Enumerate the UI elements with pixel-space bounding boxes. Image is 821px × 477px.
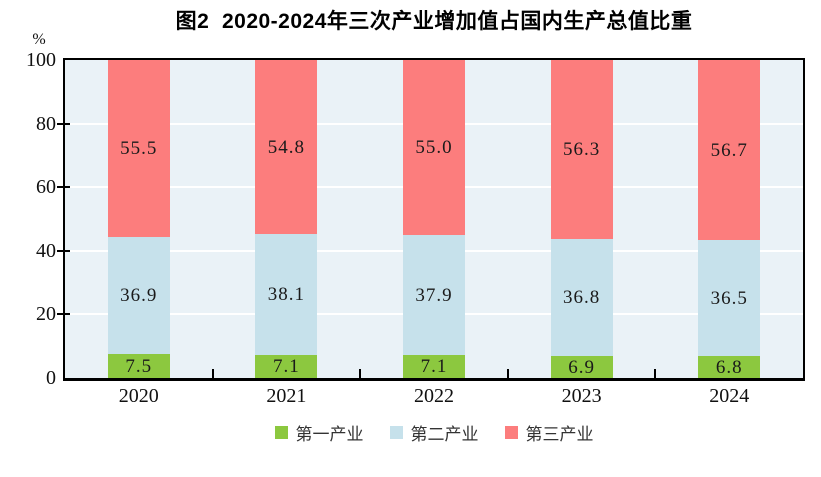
x-axis-tick bbox=[654, 369, 657, 378]
y-axis-tick bbox=[57, 122, 70, 125]
bar-segment-2024-secondary: 36.5 bbox=[698, 240, 761, 357]
y-axis-tick bbox=[57, 186, 70, 189]
legend-item-primary: 第一产业 bbox=[274, 420, 364, 445]
legend-item-tertiary: 第三产业 bbox=[504, 420, 594, 445]
y-axis-tick-label: 60 bbox=[36, 176, 56, 199]
bar-value-label: 38.1 bbox=[267, 284, 306, 306]
x-axis-tick-label: 2021 bbox=[266, 385, 307, 407]
bar-value-label: 6.9 bbox=[568, 356, 595, 378]
x-axis-tick bbox=[506, 369, 509, 378]
chart-title: 图2 2020-2024年三次产业增加值占国内生产总值比重 bbox=[175, 10, 693, 33]
x-axis-tick-label: 2020 bbox=[118, 385, 159, 407]
bar-value-label: 55.5 bbox=[120, 138, 158, 160]
legend-swatch bbox=[504, 426, 518, 439]
x-axis-tick-label: 2024 bbox=[709, 385, 750, 407]
bar-segment-2022-secondary: 37.9 bbox=[403, 234, 465, 356]
bar-value-label: 36.8 bbox=[562, 287, 601, 309]
y-axis-tick-label: 20 bbox=[36, 303, 56, 326]
y-axis-tick bbox=[57, 249, 70, 252]
bar-value-label: 6.8 bbox=[715, 356, 743, 378]
legend: 第一产业 第二产业 第三产业 bbox=[63, 420, 805, 445]
bar-segment-2024-primary: 6.8 bbox=[698, 356, 761, 378]
bar-segment-2020-secondary: 36.9 bbox=[107, 236, 170, 355]
bar-segment-2022-tertiary: 55.0 bbox=[403, 60, 465, 235]
bar-value-label: 7.5 bbox=[125, 355, 153, 377]
bar-value-label: 7.1 bbox=[273, 356, 300, 378]
legend-swatch bbox=[389, 426, 403, 439]
bar-value-label: 7.1 bbox=[420, 356, 448, 378]
bar-segment-2021-primary: 7.1 bbox=[255, 355, 318, 378]
bar-value-label: 56.7 bbox=[710, 139, 748, 161]
bar-value-label: 55.0 bbox=[415, 136, 453, 158]
bar-segment-2024-tertiary: 56.7 bbox=[698, 60, 761, 241]
legend-label: 第三产业 bbox=[525, 425, 594, 444]
y-axis-tick bbox=[57, 313, 70, 316]
bar-value-label: 54.8 bbox=[267, 136, 306, 158]
legend-item-secondary: 第二产业 bbox=[389, 420, 479, 445]
bar-value-label: 37.9 bbox=[415, 284, 453, 306]
x-axis-tick-label: 2022 bbox=[414, 385, 454, 407]
legend-swatch bbox=[274, 426, 288, 439]
x-axis-tick bbox=[211, 369, 214, 378]
bar-value-label: 56.3 bbox=[562, 139, 601, 161]
x-axis-tick-label: 2023 bbox=[561, 385, 602, 407]
y-axis-tick-label: 80 bbox=[36, 112, 56, 135]
bar-value-label: 36.9 bbox=[120, 284, 158, 306]
y-axis-unit-label: % bbox=[32, 31, 46, 48]
bar-segment-2020-tertiary: 55.5 bbox=[107, 60, 170, 237]
legend-label: 第二产业 bbox=[410, 425, 479, 444]
bar-segment-2023-secondary: 36.8 bbox=[550, 239, 613, 357]
bar-segment-2021-secondary: 38.1 bbox=[255, 234, 318, 356]
plot-area: 7.5 36.9 55.5 7.1 38.1 54.8 7.1 37.9 55.0 6.9 36.8… bbox=[57, 58, 805, 381]
bar-segment-2022-primary: 7.1 bbox=[403, 355, 465, 378]
bar-value-label: 36.5 bbox=[710, 287, 748, 309]
bar-segment-2021-tertiary: 54.8 bbox=[255, 60, 318, 235]
legend-label: 第一产业 bbox=[295, 425, 364, 444]
bar-segment-2020-primary: 7.5 bbox=[107, 354, 170, 378]
y-axis-tick-label: 0 bbox=[46, 367, 56, 389]
bar-segment-2023-tertiary: 56.3 bbox=[550, 60, 613, 240]
x-axis-tick bbox=[359, 369, 362, 378]
bar-segment-2023-primary: 6.9 bbox=[550, 356, 613, 378]
y-axis-tick-label: 100 bbox=[26, 49, 56, 71]
y-axis-tick-label: 40 bbox=[36, 239, 56, 262]
